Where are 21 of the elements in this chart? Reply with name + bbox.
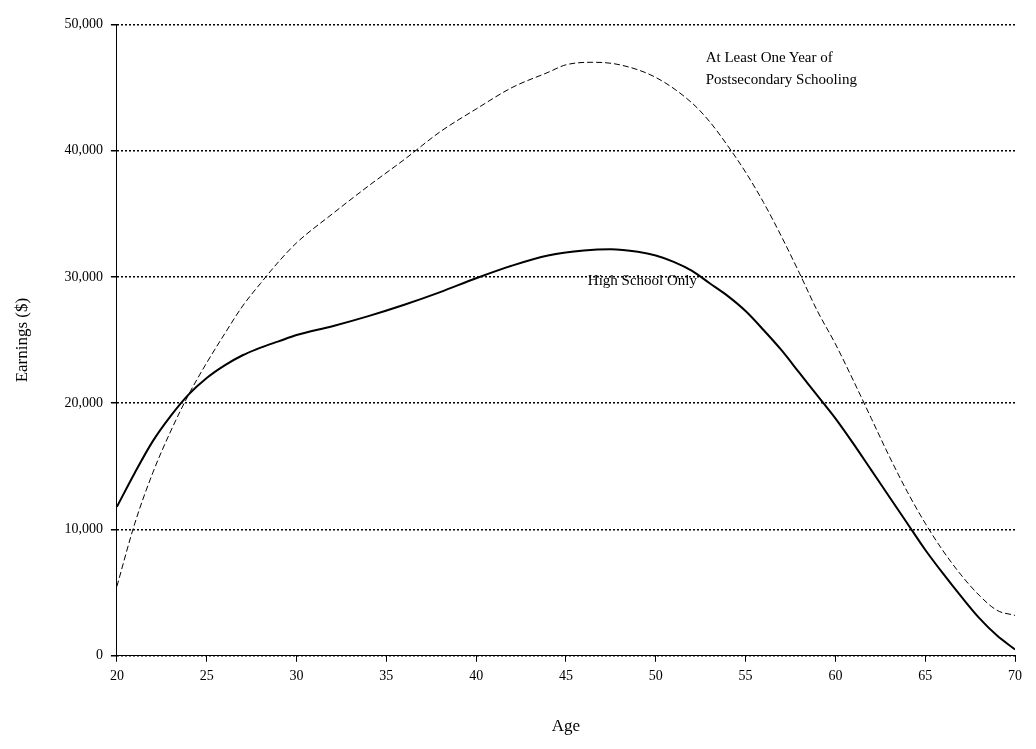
x-tick-label: 25: [199, 667, 214, 683]
x-tick-label: 30: [289, 667, 304, 683]
y-tick-label: 10,000: [64, 521, 103, 537]
series-label: At Least One Year of Postsecondary Schooling: [705, 49, 858, 88]
x-tick-label: 35: [379, 667, 394, 683]
x-tick-label: 70: [1008, 667, 1022, 683]
y-tick-label: 50,000: [64, 16, 103, 32]
y-tick-label: 30,000: [64, 268, 103, 284]
x-tick-label: 20: [109, 667, 124, 683]
x-tick-label: 65: [918, 667, 933, 683]
series-label: High School Only: [587, 272, 698, 289]
x-tick-label: 60: [828, 667, 843, 683]
y-tick-label: 20,000: [64, 394, 103, 410]
y-tick-label: 40,000: [64, 142, 103, 158]
y-axis-title: Earnings ($): [11, 297, 31, 383]
x-tick-label: 50: [648, 667, 663, 683]
x-tick-label: 55: [738, 667, 753, 683]
x-tick-label: 40: [469, 667, 484, 683]
x-tick-label: 45: [558, 667, 573, 683]
x-axis-title: Age: [551, 716, 581, 736]
y-tick-label: 0: [95, 647, 103, 663]
